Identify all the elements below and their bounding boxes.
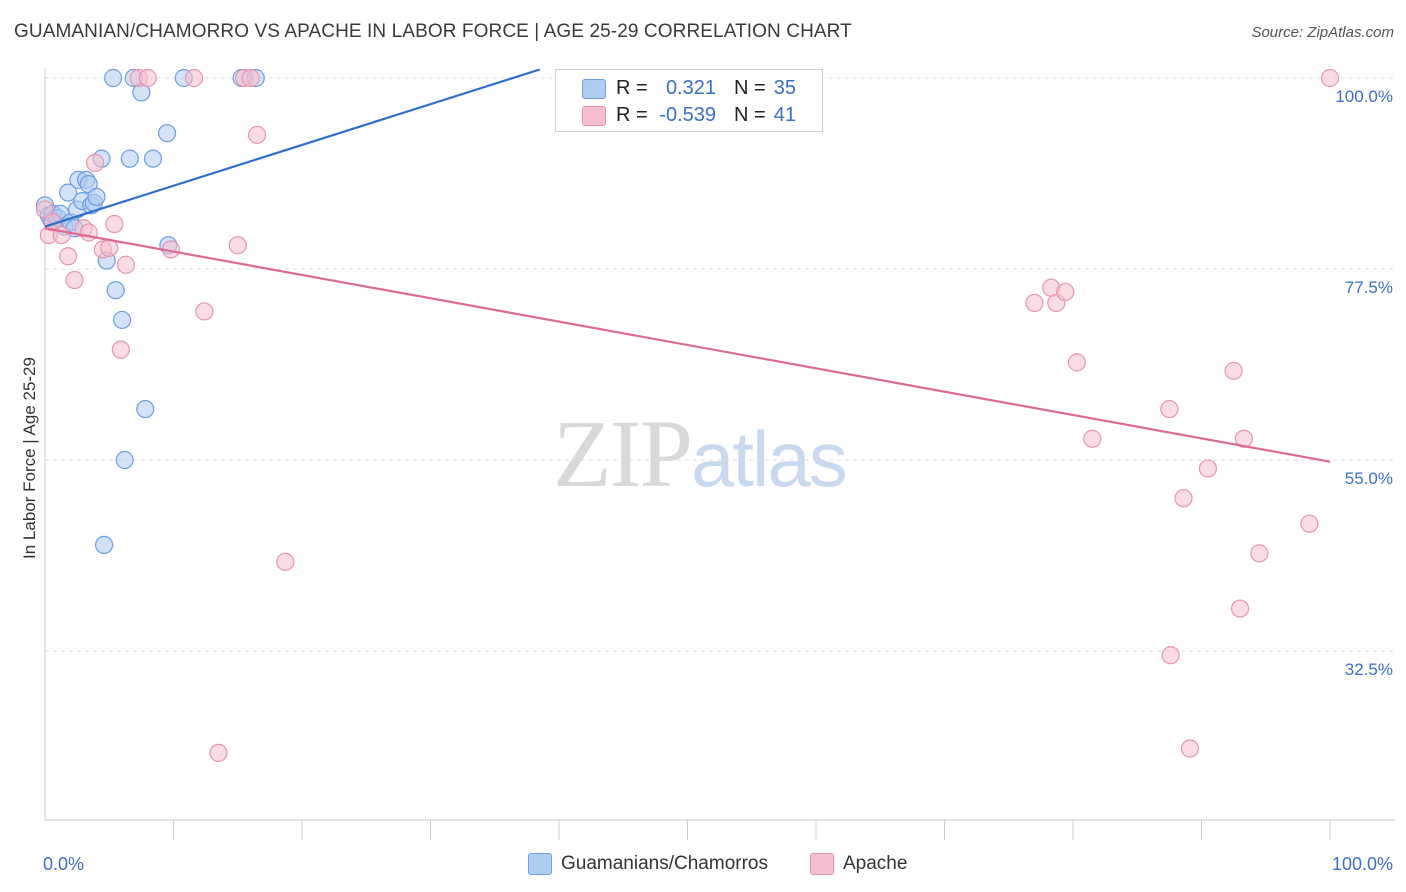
y-tick-label: 32.5%: [1345, 660, 1393, 679]
apache-point: [1160, 399, 1179, 419]
apache-point: [1234, 429, 1254, 448]
x-tick-label: 100.0%: [1332, 854, 1393, 874]
legend-r-value: 0.321: [665, 77, 716, 99]
apache-point: [184, 68, 204, 88]
y-tick-label: 55.0%: [1345, 469, 1393, 488]
legend-r-label: R =: [616, 104, 648, 126]
apache-point: [247, 125, 267, 144]
apache-point: [228, 236, 247, 255]
guamanian-point: [112, 310, 132, 330]
legend-n-label: N =: [734, 77, 766, 99]
legend-row-guamanians: R = 0.321 N = 35: [556, 75, 822, 103]
apache-point: [1174, 489, 1193, 508]
bottom-legend-swatch-blue: [528, 853, 552, 875]
guamanian-point: [143, 149, 163, 168]
apache-point: [1250, 544, 1269, 563]
watermark: ZIPatlas: [553, 398, 848, 509]
legend-n-value: 41: [773, 104, 796, 126]
apache-point: [59, 247, 78, 266]
guamanian-point: [120, 149, 139, 168]
guamanian-point: [136, 399, 155, 419]
guamanian-point: [157, 124, 177, 143]
watermark-atlas: atlas: [691, 415, 848, 503]
guamanian-point: [59, 183, 78, 202]
apache-point: [1056, 282, 1075, 302]
apache-point: [65, 270, 84, 290]
chart-title: GUAMANIAN/CHAMORRO VS APACHE IN LABOR FO…: [14, 21, 852, 42]
apache-point: [111, 340, 130, 359]
apache-point: [116, 255, 136, 274]
apache-point: [1161, 646, 1180, 665]
guamanian-point: [87, 187, 106, 206]
apache-point: [1025, 293, 1044, 313]
apache-point: [276, 552, 295, 571]
apache-point: [138, 68, 157, 88]
apache-point: [1198, 459, 1218, 478]
apache-trend-line: [44, 227, 1331, 463]
apache-point: [1320, 68, 1340, 88]
apache-point: [1180, 739, 1200, 758]
y-tick-label: 100.0%: [1335, 87, 1393, 106]
legend-n-label: N =: [734, 104, 766, 126]
source-label: Source: ZipAtlas.com: [1251, 24, 1394, 41]
guamanian-point: [115, 450, 134, 470]
apache-point: [209, 743, 228, 762]
legend-swatch-blue: [582, 79, 606, 99]
watermark-zip: ZIP: [553, 400, 693, 507]
guamanian-point: [95, 535, 114, 554]
bottom-legend-label: Apache: [843, 853, 908, 874]
y-tick-label: 77.5%: [1345, 278, 1393, 297]
legend-swatch-pink: [582, 106, 606, 126]
apache-point: [1067, 353, 1086, 372]
legend-r-label: R =: [616, 77, 648, 99]
guamanian-point: [104, 68, 123, 88]
apache-point: [1083, 429, 1102, 448]
apache-point: [79, 223, 98, 242]
legend-row-apache: R = -0.539 N = 41: [556, 102, 822, 130]
correlation-legend: R = 0.321 N = 35 R = -0.539 N = 41: [555, 69, 823, 132]
apache-point: [86, 153, 105, 172]
apache-point: [1230, 599, 1250, 618]
guamanian-trend-line: [44, 68, 541, 228]
legend-n-value: 35: [773, 77, 796, 99]
x-tick-label: 0.0%: [43, 854, 84, 874]
bottom-legend-label: Guamanians/Chamorros: [561, 853, 768, 874]
apache-point: [241, 68, 260, 88]
apache-point: [1300, 514, 1319, 533]
legend-r-value: -0.539: [659, 104, 716, 126]
apache-point: [1224, 361, 1243, 380]
guamanian-point: [106, 281, 125, 300]
apache-point: [195, 302, 214, 321]
apache-point: [105, 214, 124, 234]
bottom-legend-swatch-pink: [810, 853, 834, 875]
